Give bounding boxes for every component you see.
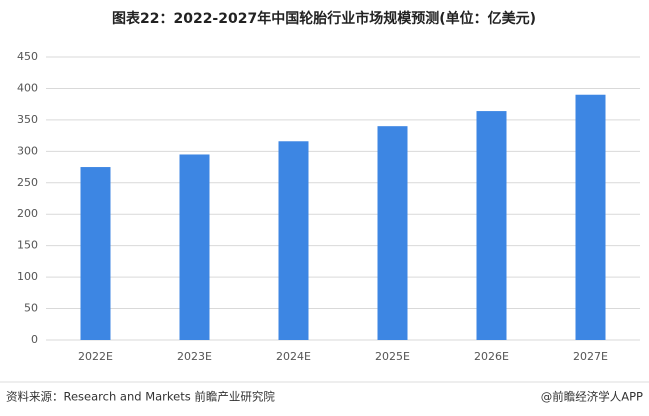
bar: [80, 167, 111, 340]
y-tick-label: 200: [17, 207, 38, 220]
bar: [278, 141, 309, 340]
y-tick-label: 300: [17, 144, 38, 157]
bar: [377, 126, 408, 340]
bar: [476, 111, 507, 340]
y-tick-label: 100: [17, 270, 38, 283]
y-tick-label: 350: [17, 113, 38, 126]
bar: [179, 154, 210, 340]
y-tick-label: 150: [17, 239, 38, 252]
y-tick-label: 250: [17, 176, 38, 189]
source-note: 资料来源：Research and Markets 前瞻产业研究院: [6, 390, 275, 404]
x-tick-label: 2027E: [573, 350, 608, 363]
chart-title: 图表22：2022-2027年中国轮胎行业市场规模预测(单位：亿美元): [112, 10, 536, 27]
x-tick-label: 2024E: [276, 350, 311, 363]
x-tick-label: 2026E: [474, 350, 509, 363]
x-tick-label: 2022E: [78, 350, 113, 363]
y-tick-label: 0: [31, 333, 38, 346]
bar: [575, 94, 606, 340]
y-tick-label: 450: [17, 50, 38, 63]
credit: @前瞻经济学人APP: [541, 390, 643, 404]
x-tick-label: 2025E: [375, 350, 410, 363]
x-tick-label: 2023E: [177, 350, 212, 363]
y-tick-label: 400: [17, 81, 38, 94]
y-tick-label: 50: [24, 302, 38, 315]
